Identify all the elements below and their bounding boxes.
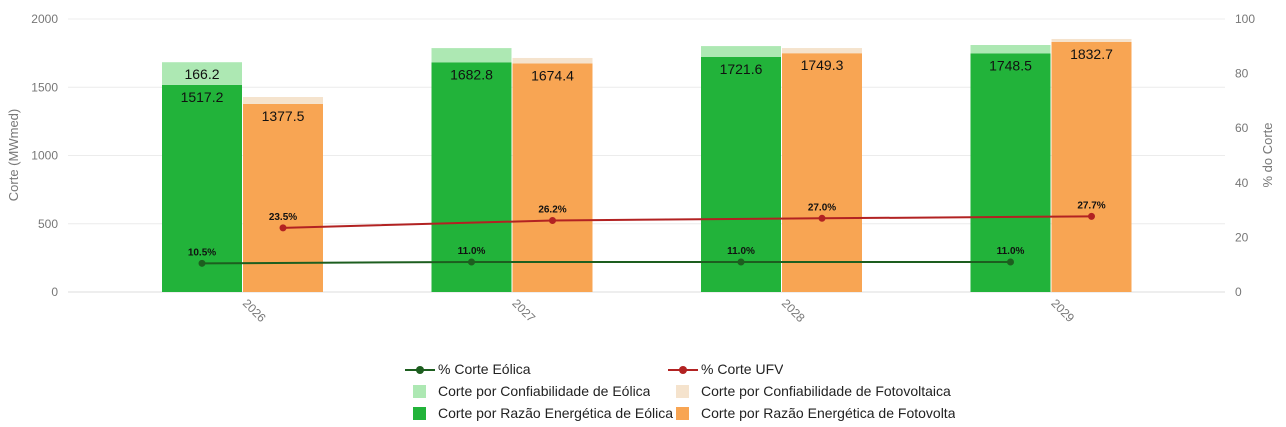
bar-eolica (431, 62, 512, 293)
bar-eolica (162, 62, 242, 85)
line-point (818, 214, 826, 222)
line-point (279, 224, 287, 232)
bar-value-label: 1682.8 (450, 66, 493, 82)
y-axis-label: Corte (MWmed) (6, 109, 21, 201)
bar-ufv (512, 57, 593, 64)
line-point (1007, 258, 1014, 266)
legend-swatch-conf-eolica-icon (413, 385, 426, 398)
line-value-label: 10.5% (188, 247, 216, 258)
bar-ufv (1051, 38, 1132, 42)
line-point (1088, 212, 1095, 220)
y-tick-label: 0 (51, 285, 58, 299)
line-value-label: 27.7% (1077, 200, 1105, 211)
y2-tick-label: 100 (1235, 12, 1255, 26)
bar-eolica (970, 45, 1051, 54)
legend-item-pct-ufv[interactable]: % Corte UFV (701, 361, 784, 377)
line-point (468, 258, 475, 266)
y2-tick-label: 40 (1235, 176, 1249, 190)
x-tick-label: 2027 (509, 296, 538, 325)
chart-svg: 0 500 1000 1500 2000 0 20 40 60 80 100 Corte (MWmed… (6, 12, 1275, 325)
line-value-label: 26.2% (538, 204, 566, 215)
bar-eolica (162, 84, 242, 293)
x-tick-label: 2028 (779, 296, 808, 325)
bar-ufv (243, 103, 323, 292)
bar-value-label: 1721.6 (720, 61, 763, 77)
y2-axis-label: % do Corte (1260, 122, 1275, 187)
bar-ufv (243, 97, 323, 104)
bar-value-label: 1749.3 (801, 57, 844, 73)
bar-value-label: 1674.4 (531, 67, 574, 83)
y-tick-label: 500 (38, 217, 58, 231)
line-series (282, 215, 1092, 229)
y-tick-label: 2000 (31, 12, 58, 26)
legend-line-ufv-icon (668, 366, 698, 374)
line-series (201, 260, 1011, 265)
line-point (549, 216, 556, 224)
line-value-label: 11.0% (458, 246, 486, 257)
legend-item-razao-eolica[interactable]: Corte por Razão Energética de Eólica (438, 405, 674, 421)
bar-value-label: 1832.7 (1070, 46, 1113, 62)
legend-swatch-razao-ufv-icon (676, 407, 689, 420)
y2-tick-label: 20 (1235, 230, 1249, 244)
y-tick-label: 1000 (31, 149, 58, 163)
line-value-label: 11.0% (727, 246, 755, 257)
line-point (737, 258, 745, 266)
legend-line-eolica-icon (405, 366, 435, 374)
bar-eolica (701, 46, 781, 58)
bar-ufv (782, 53, 862, 292)
y-tick-label: 1500 (31, 80, 58, 94)
y2-tick-label: 60 (1235, 121, 1249, 135)
bar-value-label: 1748.5 (989, 57, 1032, 73)
bar-value-label: 1517.2 (181, 89, 224, 105)
bar-ufv (1051, 41, 1132, 292)
x-tick-label: 2026 (240, 296, 269, 325)
x-tick-label: 2029 (1048, 296, 1077, 325)
bar-ufv (512, 63, 593, 293)
legend-item-conf-ufv[interactable]: Corte por Confiabilidade de Fotovoltaica (701, 383, 951, 399)
legend-item-pct-eolica[interactable]: % Corte Eólica (438, 361, 531, 377)
bar-value-label: 166.2 (184, 66, 219, 82)
line-point (198, 259, 206, 267)
bar-eolica (431, 48, 512, 63)
y2-tick-label: 0 (1235, 285, 1242, 299)
bar-value-label: 1377.5 (262, 108, 305, 124)
line-value-label: 11.0% (997, 246, 1025, 257)
y2-tick-label: 80 (1235, 67, 1249, 81)
line-value-label: 27.0% (808, 202, 836, 213)
bar-eolica (701, 57, 781, 292)
legend-swatch-razao-eolica-icon (413, 407, 426, 420)
bar-eolica (970, 53, 1051, 293)
line-value-label: 23.5% (269, 212, 297, 223)
legend-item-razao-ufv[interactable]: Corte por Razão Energética de Fotovolta (701, 405, 956, 421)
legend-swatch-conf-ufv-icon (676, 385, 689, 398)
legend-item-conf-eolica[interactable]: Corte por Confiabilidade de Eólica (438, 383, 651, 399)
bar-ufv (782, 48, 862, 54)
